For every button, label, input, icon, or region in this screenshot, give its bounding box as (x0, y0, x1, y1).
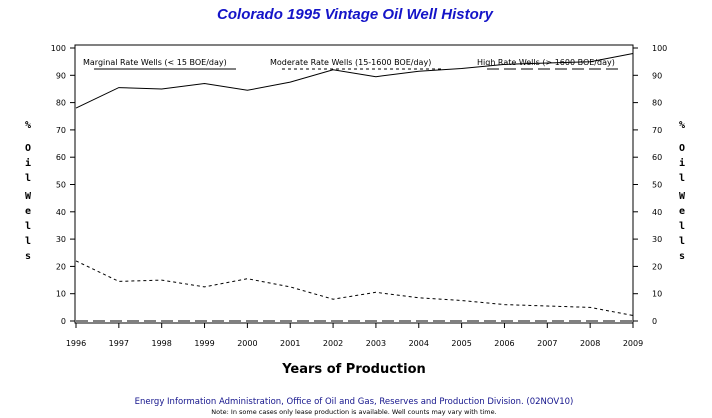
y-tick-label: 0 (652, 317, 657, 326)
y-label-char: l (25, 221, 31, 232)
y-tick-label: 40 (652, 208, 662, 217)
y-tick-label: 90 (56, 71, 66, 80)
x-tick-label: 2002 (323, 339, 343, 348)
y-label-char: l (679, 236, 685, 247)
y-tick-label: 10 (652, 290, 662, 299)
y-tick-label: 40 (56, 208, 66, 217)
series-line-1 (75, 53, 634, 109)
y-label-char: l (25, 173, 31, 184)
y-label-char: O (679, 143, 685, 154)
x-tick-label: 2009 (623, 339, 643, 348)
y-label-char: e (25, 206, 31, 217)
y-label-char: s (25, 251, 31, 262)
y-tick-label: 20 (652, 262, 662, 271)
y-label-char: l (679, 221, 685, 232)
x-axis-label: Years of Production (281, 362, 426, 377)
y-label-char: e (679, 206, 685, 217)
legend-label: Marginal Rate Wells (< 15 BOE/day) (83, 58, 227, 67)
x-tick-label: 2005 (451, 339, 471, 348)
y-tick-label: 90 (652, 71, 662, 80)
y-tick-label: 50 (56, 181, 66, 190)
y-tick-label: 50 (652, 181, 662, 190)
y-label-char: l (679, 173, 685, 184)
x-tick-label: 1996 (66, 339, 86, 348)
x-tick-label: 2000 (237, 339, 257, 348)
x-tick-label: 2007 (537, 339, 557, 348)
x-tick-label: 2004 (409, 339, 429, 348)
y-tick-label: 60 (56, 153, 66, 162)
y-tick-label: 80 (652, 99, 662, 108)
x-tick-label: 1997 (109, 339, 129, 348)
series-lines (75, 53, 634, 322)
x-tick-label: 2006 (494, 339, 514, 348)
series-line-2 (75, 260, 634, 316)
y-tick-label: 80 (56, 99, 66, 108)
y-tick-label: 0 (61, 317, 66, 326)
y-tick-label: 30 (652, 235, 662, 244)
y-label-char: W (679, 191, 686, 202)
y-axis-right: 0 10 20 30 40 50 60 70 80 90 100 (633, 44, 667, 326)
y-tick-label: 60 (652, 153, 662, 162)
x-axis: 1996 1997 1998 1999 2000 2001 2002 2003 2004 2005… (66, 323, 643, 348)
y-tick-label: 70 (56, 126, 66, 135)
x-tick-label: 2001 (280, 339, 300, 348)
x-tick-label: 2003 (366, 339, 386, 348)
x-tick-label: 1998 (152, 339, 172, 348)
y-label-char: i (679, 157, 685, 169)
y-tick-label: 10 (56, 290, 66, 299)
y-label-char: % (679, 120, 685, 131)
y-tick-label: 70 (652, 126, 662, 135)
y-label-char: s (679, 251, 685, 262)
y-tick-label: 20 (56, 262, 66, 271)
source-note: Energy Information Administration, Offic… (135, 397, 574, 407)
x-tick-label: 1999 (194, 339, 214, 348)
y-label-char: l (25, 236, 31, 247)
y-label-char: i (25, 157, 31, 169)
y-label-char: W (25, 191, 32, 202)
chart-title: Colorado 1995 Vintage Oil Well History (217, 6, 494, 23)
y-axis-left: 0 10 20 30 40 50 60 70 80 90 100 (51, 44, 75, 326)
y-label-char: O (25, 143, 31, 154)
y-tick-label: 30 (56, 235, 66, 244)
legend-label: High Rate Wells (> 1600 BOE/day) (477, 58, 615, 67)
footnote: Note: In some cases only lease productio… (211, 408, 496, 416)
y-label-char: % (25, 120, 31, 131)
y-tick-label: 100 (652, 44, 667, 53)
x-tick-label: 2008 (580, 339, 600, 348)
legend: Marginal Rate Wells (< 15 BOE/day) Modera… (83, 58, 620, 70)
plot-frame (74, 44, 634, 324)
y-tick-label: 100 (51, 44, 66, 53)
legend-label: Moderate Rate Wells (15-1600 BOE/day) (270, 58, 431, 67)
